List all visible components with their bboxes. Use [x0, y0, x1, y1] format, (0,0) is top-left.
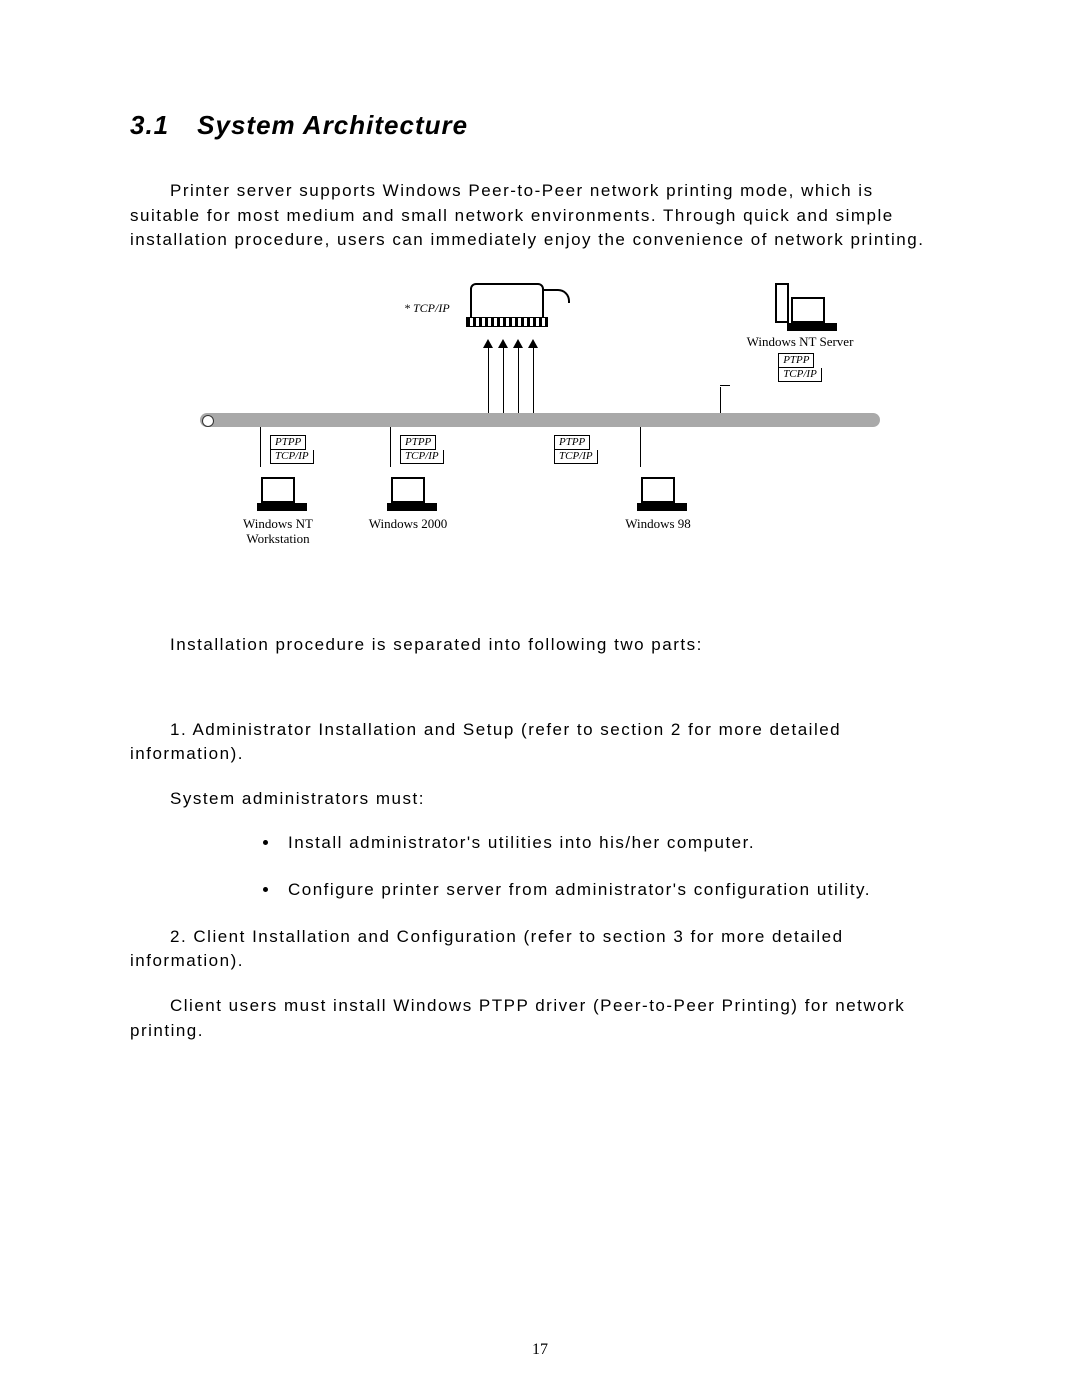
step2: 2. Client Installation and Configuration… [130, 925, 950, 974]
printer-icon [470, 283, 544, 319]
procedure-intro: Installation procedure is separated into… [130, 633, 950, 658]
network-bus [200, 413, 880, 427]
workstation-icon [391, 477, 425, 503]
printer-protocol-label: * TCP/IP [404, 301, 450, 316]
protocol-tcpip: TCP/IP [778, 368, 822, 382]
protocol-tcpip: TCP/IP [270, 450, 314, 464]
protocol-tcpip: TCP/IP [400, 450, 444, 464]
bullet-item: Configure printer server from administra… [280, 878, 950, 903]
workstation-icon [641, 477, 675, 503]
admin-bullet-list: Install administrator's utilities into h… [280, 831, 950, 902]
step1: 1. Administrator Installation and Setup … [130, 718, 950, 767]
section-heading: 3.1 System Architecture [130, 110, 950, 141]
client-paragraph: Client users must install Windows PTPP d… [130, 994, 950, 1043]
server-icon [730, 283, 870, 323]
intro-paragraph: Printer server supports Windows Peer-to-… [130, 179, 950, 253]
bullet-item: Install administrator's utilities into h… [280, 831, 950, 856]
workstation-label: Windows NT [218, 517, 338, 532]
section-number: 3.1 [130, 110, 169, 140]
protocol-ptpp: PTPP [400, 435, 436, 450]
protocol-ptpp: PTPP [778, 353, 814, 368]
protocol-tcpip: TCP/IP [554, 450, 598, 464]
protocol-ptpp: PTPP [554, 435, 590, 450]
section-title: System Architecture [197, 110, 468, 140]
workstation-label: Windows 98 [598, 517, 718, 532]
workstation-icon [261, 477, 295, 503]
protocol-ptpp: PTPP [270, 435, 306, 450]
architecture-diagram: * TCP/IP Windows NT Server PTPP TCP/IP [130, 283, 950, 573]
admins-must: System administrators must: [130, 787, 950, 812]
server-label: Windows NT Server [730, 335, 870, 350]
workstation-label: Windows 2000 [348, 517, 468, 532]
workstation-label-line2: Workstation [218, 532, 338, 547]
page-number: 17 [0, 1341, 1080, 1359]
